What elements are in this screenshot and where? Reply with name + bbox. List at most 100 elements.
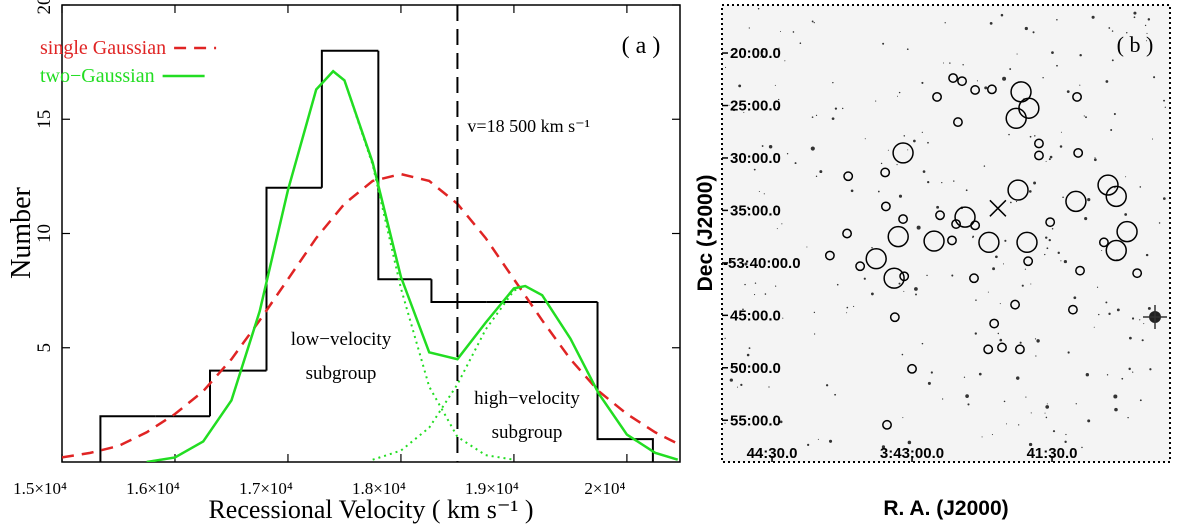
star (1153, 76, 1156, 79)
x-tick-label: 1.5×10⁴ (13, 479, 67, 498)
histogram-bar (209, 369, 267, 417)
galaxy-marker (882, 419, 892, 430)
galaxy-marker (953, 117, 963, 128)
star (906, 48, 909, 51)
star (1066, 90, 1070, 94)
star (1146, 32, 1148, 34)
component-curve (372, 284, 679, 461)
galaxy-marker (1034, 150, 1044, 161)
star (1056, 64, 1058, 67)
galaxy-marker (1005, 107, 1027, 130)
star (929, 451, 931, 454)
star (832, 81, 834, 84)
y-tick-label: 35:00.0 (730, 202, 781, 219)
galaxy-marker (986, 84, 997, 95)
galaxy-marker (889, 312, 900, 323)
star (881, 445, 886, 449)
star (995, 255, 998, 259)
star (1162, 197, 1166, 200)
star (1098, 313, 1100, 316)
panel-label: ( b ) (1117, 32, 1154, 57)
reference-label: v=18 500 km s⁻¹ (467, 116, 590, 136)
star (944, 22, 946, 24)
star (903, 135, 906, 137)
star (1051, 51, 1054, 55)
star (1087, 419, 1091, 423)
star (922, 170, 926, 173)
annotation: subgroup (492, 422, 563, 443)
star (1113, 113, 1116, 116)
star (1030, 412, 1032, 414)
x-tick-label: 1.9×10⁴ (465, 479, 519, 498)
star (786, 153, 789, 155)
x-axis-label: R. A. (J2000) (883, 497, 1008, 520)
star (1139, 319, 1141, 321)
star (1116, 308, 1120, 312)
star (794, 162, 797, 165)
star (930, 371, 933, 374)
plot-frame (61, 4, 681, 463)
x-tick-label: 2×10⁴ (584, 479, 625, 498)
star (1085, 373, 1090, 377)
star (1141, 339, 1144, 342)
star (926, 274, 928, 277)
y-tick-label: -53:40:00.0 (723, 255, 801, 272)
star (1048, 238, 1051, 242)
star (1028, 190, 1032, 193)
star (1128, 367, 1131, 371)
star (811, 20, 814, 23)
star (972, 235, 975, 238)
star (1002, 76, 1007, 81)
star (1009, 68, 1012, 71)
star-field (724, 7, 1166, 454)
star (941, 398, 944, 400)
star (1093, 326, 1095, 328)
histogram-bar (377, 50, 432, 281)
star (1143, 323, 1145, 325)
star (815, 114, 818, 117)
star (997, 332, 1000, 335)
y-tick-label: 50:00.0 (730, 360, 781, 377)
y-tick-label: 20 (34, 0, 55, 15)
star (1059, 145, 1063, 148)
galaxy-marker (1067, 304, 1078, 315)
star (1139, 186, 1142, 188)
star (1035, 355, 1037, 357)
star (1057, 251, 1060, 255)
star (1067, 351, 1070, 354)
star (761, 145, 764, 147)
star (1060, 260, 1062, 262)
y-tick-label: 5 (34, 343, 55, 353)
star (778, 47, 780, 49)
star (846, 306, 849, 309)
galaxy-marker (1034, 138, 1044, 149)
star (842, 107, 844, 110)
star (1124, 213, 1128, 216)
star (1133, 16, 1136, 19)
star (781, 223, 783, 225)
star (776, 228, 778, 230)
star (880, 162, 883, 165)
star (775, 285, 777, 287)
galaxy-marker (1023, 256, 1034, 267)
star (784, 60, 786, 62)
annotation: low−velocity (291, 329, 392, 350)
galaxy-marker (1075, 265, 1085, 276)
component-curve (146, 69, 515, 462)
star (1108, 312, 1111, 316)
star (1163, 99, 1165, 102)
star (936, 205, 940, 209)
star (875, 100, 877, 102)
star (1056, 18, 1058, 21)
star (1075, 403, 1077, 405)
star (963, 376, 966, 378)
star (761, 55, 765, 59)
star (967, 403, 970, 406)
star (1132, 371, 1134, 373)
star (902, 417, 904, 419)
model-curve (146, 69, 679, 462)
star (1145, 253, 1149, 257)
star (916, 225, 921, 230)
star (748, 347, 751, 350)
